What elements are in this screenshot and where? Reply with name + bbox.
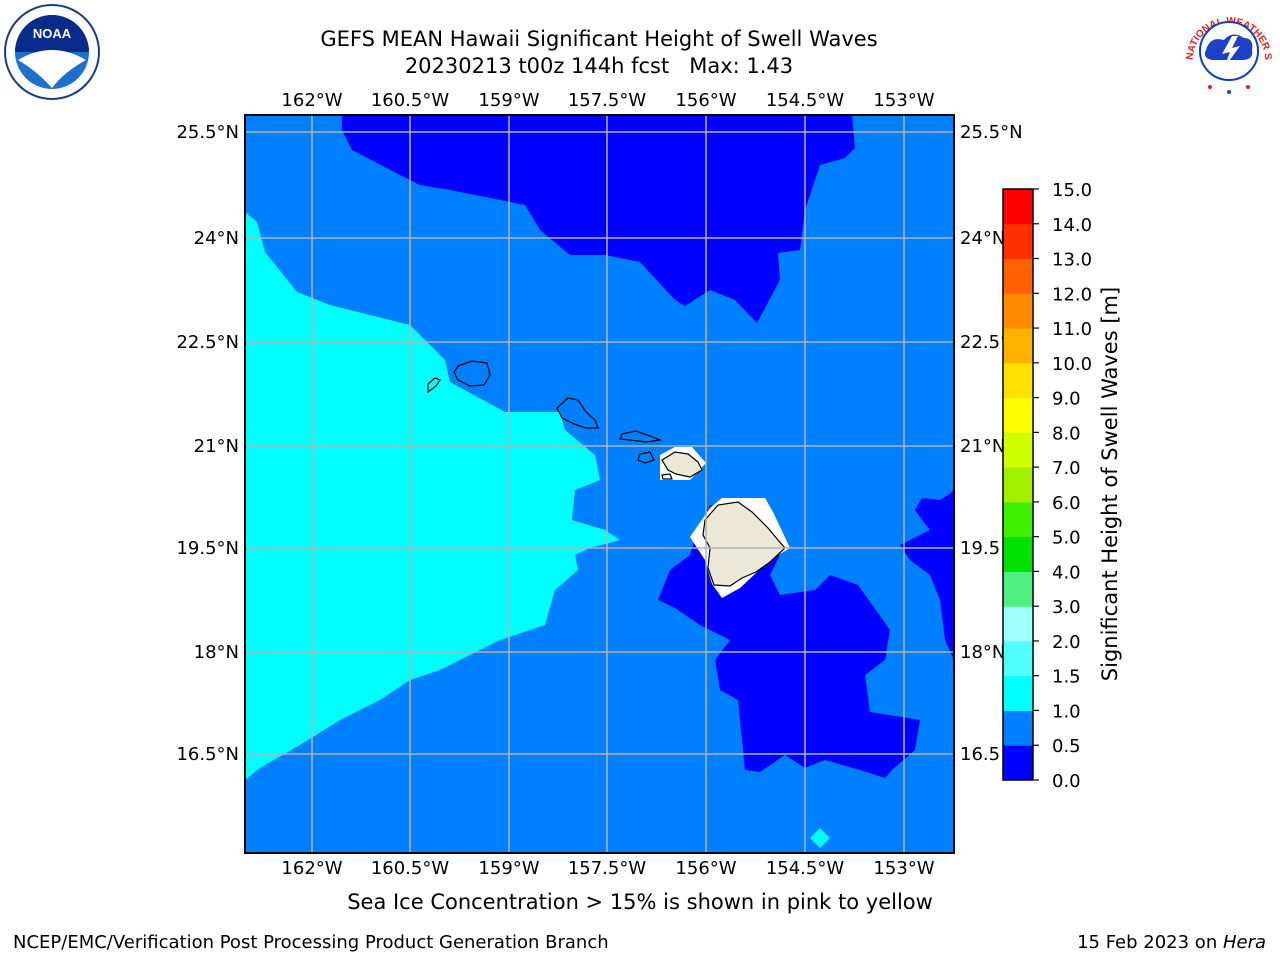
footer-date: 15 Feb 2023 on Hera xyxy=(1077,932,1266,953)
lat-label: 22.5°N xyxy=(176,332,239,353)
svg-text:NOAA: NOAA xyxy=(33,26,72,41)
colorbar-swatch xyxy=(1003,640,1033,677)
field-lt-0-5-north xyxy=(342,115,855,323)
lat-axis-left: 25.5°N 24°N 22.5°N 21°N 19.5°N 18°N 16.5… xyxy=(176,122,239,765)
noaa-logo: NOAA xyxy=(4,4,100,100)
colorbar-swatch xyxy=(1003,536,1033,572)
colorbar-label: Significant Height of Swell Waves [m] xyxy=(1098,287,1122,681)
colorbar-swatch xyxy=(1003,189,1033,225)
lat-label: 16.5 xyxy=(960,744,1000,765)
lat-label: 22.5° xyxy=(960,332,1009,353)
colorbar-tick-label: 13.0 xyxy=(1052,250,1092,271)
lat-label: 24°N xyxy=(960,228,1005,249)
lon-label: 162°W xyxy=(281,858,342,879)
colorbar-frame xyxy=(1002,188,1034,781)
footer-host: Hera xyxy=(1222,932,1266,953)
colorbar-tick-label: 0.5 xyxy=(1052,736,1081,757)
field-lt-0-5-east xyxy=(900,490,954,660)
colorbar xyxy=(1003,189,1033,781)
graticule xyxy=(245,115,954,853)
lon-label: 162°W xyxy=(281,90,342,111)
colorbar-tick-label: 6.0 xyxy=(1052,493,1081,514)
colorbar-tick-label: 4.0 xyxy=(1052,562,1081,583)
lon-label: 157.5°W xyxy=(568,858,647,879)
colorbar-tick-label: 14.0 xyxy=(1052,215,1092,236)
colorbar-tick-label: 8.0 xyxy=(1052,423,1081,444)
footer-branch: NCEP/EMC/Verification Post Processing Pr… xyxy=(13,932,609,953)
colorbar-swatch xyxy=(1003,223,1033,260)
colorbar-ticks: 0.0 0.5 1.0 1.5 2.0 3.0 4.0 5.0 6.0 7.0 8.0 9.0 10.0… xyxy=(1033,180,1092,792)
colorbar-tick-label: 12.0 xyxy=(1052,284,1092,305)
colorbar-swatch xyxy=(1003,362,1033,399)
lon-axis-bottom: 162°W 160.5°W 159°W 157.5°W 156°W 154.5°… xyxy=(281,858,934,879)
colorbar-tick-label: 10.0 xyxy=(1052,354,1092,375)
island-kahoolawe xyxy=(661,473,673,480)
colorbar-tick-label: 15.0 xyxy=(1052,180,1092,201)
colorbar-tick-label: 1.0 xyxy=(1052,701,1081,722)
colorbar-swatch xyxy=(1003,293,1033,329)
colorbar-swatch xyxy=(1003,467,1033,503)
colorbar-swatch xyxy=(1003,745,1033,781)
colorbar-swatch xyxy=(1003,675,1033,711)
island-lanai xyxy=(637,451,655,464)
sea-ice-caption: Sea Ice Concentration > 15% is shown in … xyxy=(347,890,933,914)
colorbar-swatch xyxy=(1003,501,1033,538)
lon-axis-top: 162°W 160.5°W 159°W 157.5°W 156°W 154.5°… xyxy=(281,90,934,111)
chart-subtitle: 20230213 t00z 144h fcst Max: 1.43 xyxy=(404,54,794,78)
lat-label: 16.5°N xyxy=(176,744,239,765)
island-maui xyxy=(661,451,703,478)
colorbar-swatch xyxy=(1003,328,1033,364)
lon-label: 156°W xyxy=(675,858,736,879)
lat-label: 19.5 xyxy=(960,538,1000,559)
field-1-0-to-1-5-spot xyxy=(810,828,830,848)
lat-label: 24°N xyxy=(194,228,239,249)
colorbar-swatch xyxy=(1003,432,1033,468)
colorbar-swatch xyxy=(1003,258,1033,294)
lon-label: 154.5°W xyxy=(766,90,845,111)
lat-axis-right: 25.5°N 24°N 22.5° 21°N 19.5 18°N 16.5 xyxy=(960,122,1023,765)
lat-label: 19.5°N xyxy=(176,538,239,559)
colorbar-tick-label: 5.0 xyxy=(1052,528,1081,549)
colorbar-tick-label: 9.0 xyxy=(1052,389,1081,410)
lon-label: 156°W xyxy=(675,90,736,111)
colorbar-swatch xyxy=(1003,397,1033,433)
lon-label: 153°W xyxy=(873,90,934,111)
lon-label: 154.5°W xyxy=(766,858,845,879)
colorbar-swatch xyxy=(1003,571,1033,607)
island-kauai xyxy=(453,360,491,387)
lon-label: 159°W xyxy=(478,858,539,879)
lat-label: 25.5°N xyxy=(960,122,1023,143)
footer-date-text: 15 Feb 2023 on xyxy=(1077,932,1223,953)
island-big-island xyxy=(702,501,786,587)
nws-logo: NATIONAL WEATHER SERVICE xyxy=(1180,2,1275,97)
lat-label: 25.5°N xyxy=(176,122,239,143)
colorbar-tick-label: 7.0 xyxy=(1052,458,1081,479)
lat-label: 21°N xyxy=(194,436,239,457)
swell-height-field xyxy=(245,115,954,853)
lon-label: 159°W xyxy=(478,90,539,111)
chart-title: GEFS MEAN Hawaii Significant Height of S… xyxy=(320,27,878,51)
island-oahu xyxy=(556,397,599,429)
lon-label: 160.5°W xyxy=(371,90,450,111)
lat-label: 18°N xyxy=(194,642,239,663)
colorbar-tick-label: 2.0 xyxy=(1052,632,1081,653)
lon-label: 153°W xyxy=(873,858,934,879)
lat-label: 18°N xyxy=(960,642,1005,663)
colorbar-tick-label: 3.0 xyxy=(1052,597,1081,618)
lat-label: 21°N xyxy=(960,436,1005,457)
colorbar-swatch xyxy=(1003,606,1033,642)
field-1-0-to-1-5 xyxy=(245,212,620,780)
island-niihau xyxy=(427,377,441,394)
colorbar-tick-label: 1.5 xyxy=(1052,667,1081,688)
lon-label: 160.5°W xyxy=(371,858,450,879)
colorbar-tick-label: 0.0 xyxy=(1052,771,1081,792)
colorbar-swatch xyxy=(1003,710,1033,746)
colorbar-tick-label: 11.0 xyxy=(1052,319,1092,340)
map-frame xyxy=(244,114,955,854)
island-molokai xyxy=(619,430,663,443)
lon-label: 157.5°W xyxy=(568,90,647,111)
